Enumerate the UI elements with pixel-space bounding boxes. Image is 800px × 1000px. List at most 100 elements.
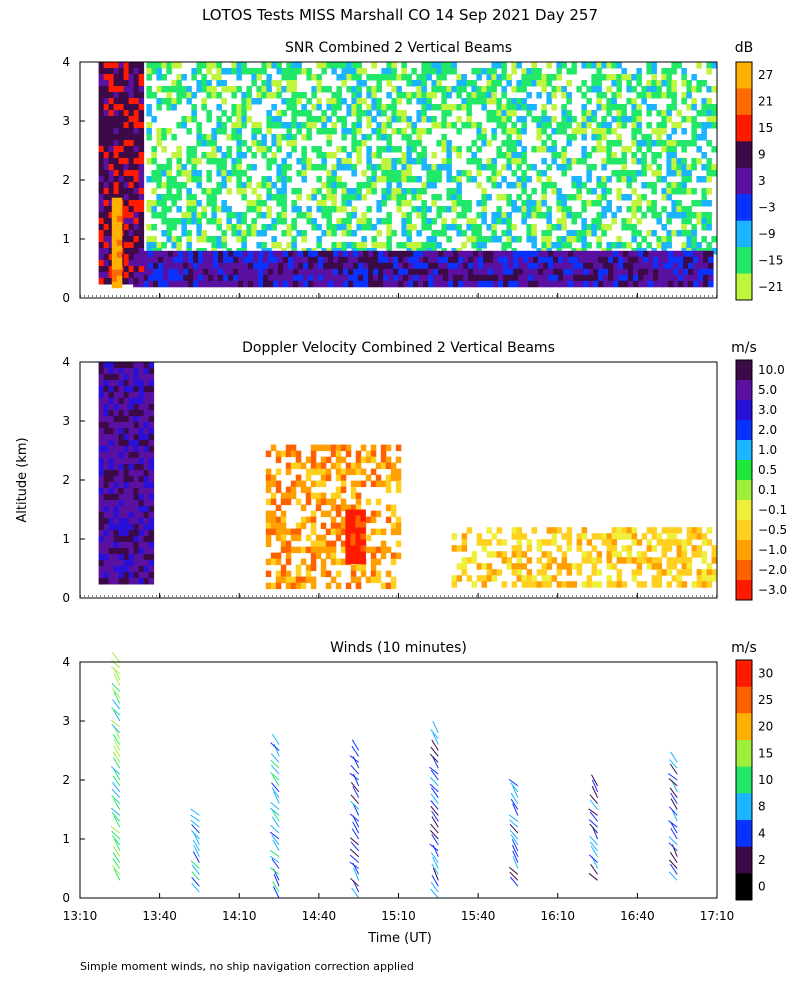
wind-barb [510,798,519,810]
wind-barb [112,699,121,710]
wind-barb [512,785,519,798]
wind-barb [509,871,519,881]
wind-barb [272,886,280,899]
wind-barb [193,844,200,857]
wind-barb [670,798,678,810]
colorbar-swatch [736,400,752,421]
wind-barb [271,782,280,793]
wind-barb [431,834,439,846]
wind-barb [191,864,200,875]
colorbar-label: 27 [758,68,773,82]
colorbar-label: −15 [758,253,783,267]
colorbar-swatch [736,480,752,501]
wind-barb [111,812,121,822]
wind-barb [589,841,598,852]
wind-barb [190,808,200,816]
wind-barb [113,815,121,828]
wind-barb [669,863,678,875]
x-tick-label: 14:40 [302,909,337,923]
colorbar-swatch [736,247,752,274]
colorbar-swatch [736,520,752,541]
wind-barb [190,819,200,828]
wind-barb [269,849,280,858]
y-tick-label: 0 [62,591,70,605]
wind-barb [669,763,678,775]
panel-title: SNR Combined 2 Vertical Beams [285,40,512,56]
wind-barb [190,814,200,822]
colorbar-label: 3.0 [758,403,777,417]
wind-barb [272,810,280,822]
colorbar-label: −9 [758,227,776,241]
wind-profile [349,739,360,899]
x-tick-label: 17:10 [700,909,735,923]
colorbar-swatch [736,846,752,874]
wind-barb [271,816,280,828]
y-tick-label: 4 [62,355,70,369]
wind-barb [353,868,360,881]
wind-barb [270,825,280,834]
wind-barb [112,733,121,745]
colorbar-label: 15 [758,746,773,760]
panel-3: Winds (10 minutes) m/s 0 1 2 3 4 13:10 13:40 14:1… [62,640,773,923]
wind-barb [430,882,439,893]
wind-barb [431,875,439,887]
y-tick-label: 2 [62,773,70,787]
wind-barb [349,813,360,822]
wind-barb [270,772,280,781]
wind-barb [670,751,678,763]
wind-barb [509,823,519,834]
wind-barb [272,775,280,787]
wind-barb [430,800,439,810]
wind-barb [668,773,678,781]
colorbar-label: −3 [758,200,776,214]
wind-barb [668,836,678,846]
wind-barb [591,779,599,792]
x-tick-label: 16:10 [540,909,575,923]
wind-barb [111,707,121,716]
wind-barb [111,788,121,799]
y-tick-label: 0 [62,891,70,905]
footnote: Simple moment winds, no ship navigation … [80,960,414,973]
y-tick-label: 1 [62,532,70,546]
colorbar: 27 21 15 9 3 −3 −9 −15 −21 [735,61,783,301]
wind-barb [350,800,360,810]
wind-barb [591,774,599,787]
colorbar-label: 25 [758,693,773,707]
colorbar-label: 15 [758,121,773,135]
wind-barb [110,826,121,834]
y-tick-label: 2 [62,473,70,487]
wind-barb [510,876,519,887]
wind-barb [271,787,280,798]
wind-barb [430,888,439,899]
colorbar-swatch [736,62,752,89]
x-tick-label: 15:40 [461,909,496,923]
wind-barb [432,756,439,769]
wind-barb [110,807,121,816]
colorbar-swatch [736,793,752,821]
wind-barb [113,768,121,781]
wind-barb [510,834,519,846]
colorbar-label: 4 [758,826,766,840]
wind-barb [510,782,519,793]
colorbar-swatch [736,580,752,601]
colorbar-label: −0.5 [758,523,787,537]
colorbar-swatch [736,560,752,581]
wind-barb [430,746,439,757]
colorbar-label: 2 [758,853,766,867]
colorbar-swatch [736,873,752,901]
wind-barb [511,839,519,852]
wind-barb [273,873,280,887]
wind-barb [112,858,121,869]
plot-area [80,62,717,297]
wind-barb [670,822,678,834]
wind-barb [511,844,519,857]
wind-barb [110,666,121,675]
wind-profile [668,751,678,881]
colorbar-label: 10.0 [758,363,785,377]
figure-title: LOTOS Tests MISS Marshall CO 14 Sep 2021… [202,6,598,24]
wind-barb [351,739,360,751]
wind-barb [191,830,200,840]
wind-barb [270,807,280,816]
wind-barb [429,783,439,793]
colorbar-swatch [736,766,752,794]
